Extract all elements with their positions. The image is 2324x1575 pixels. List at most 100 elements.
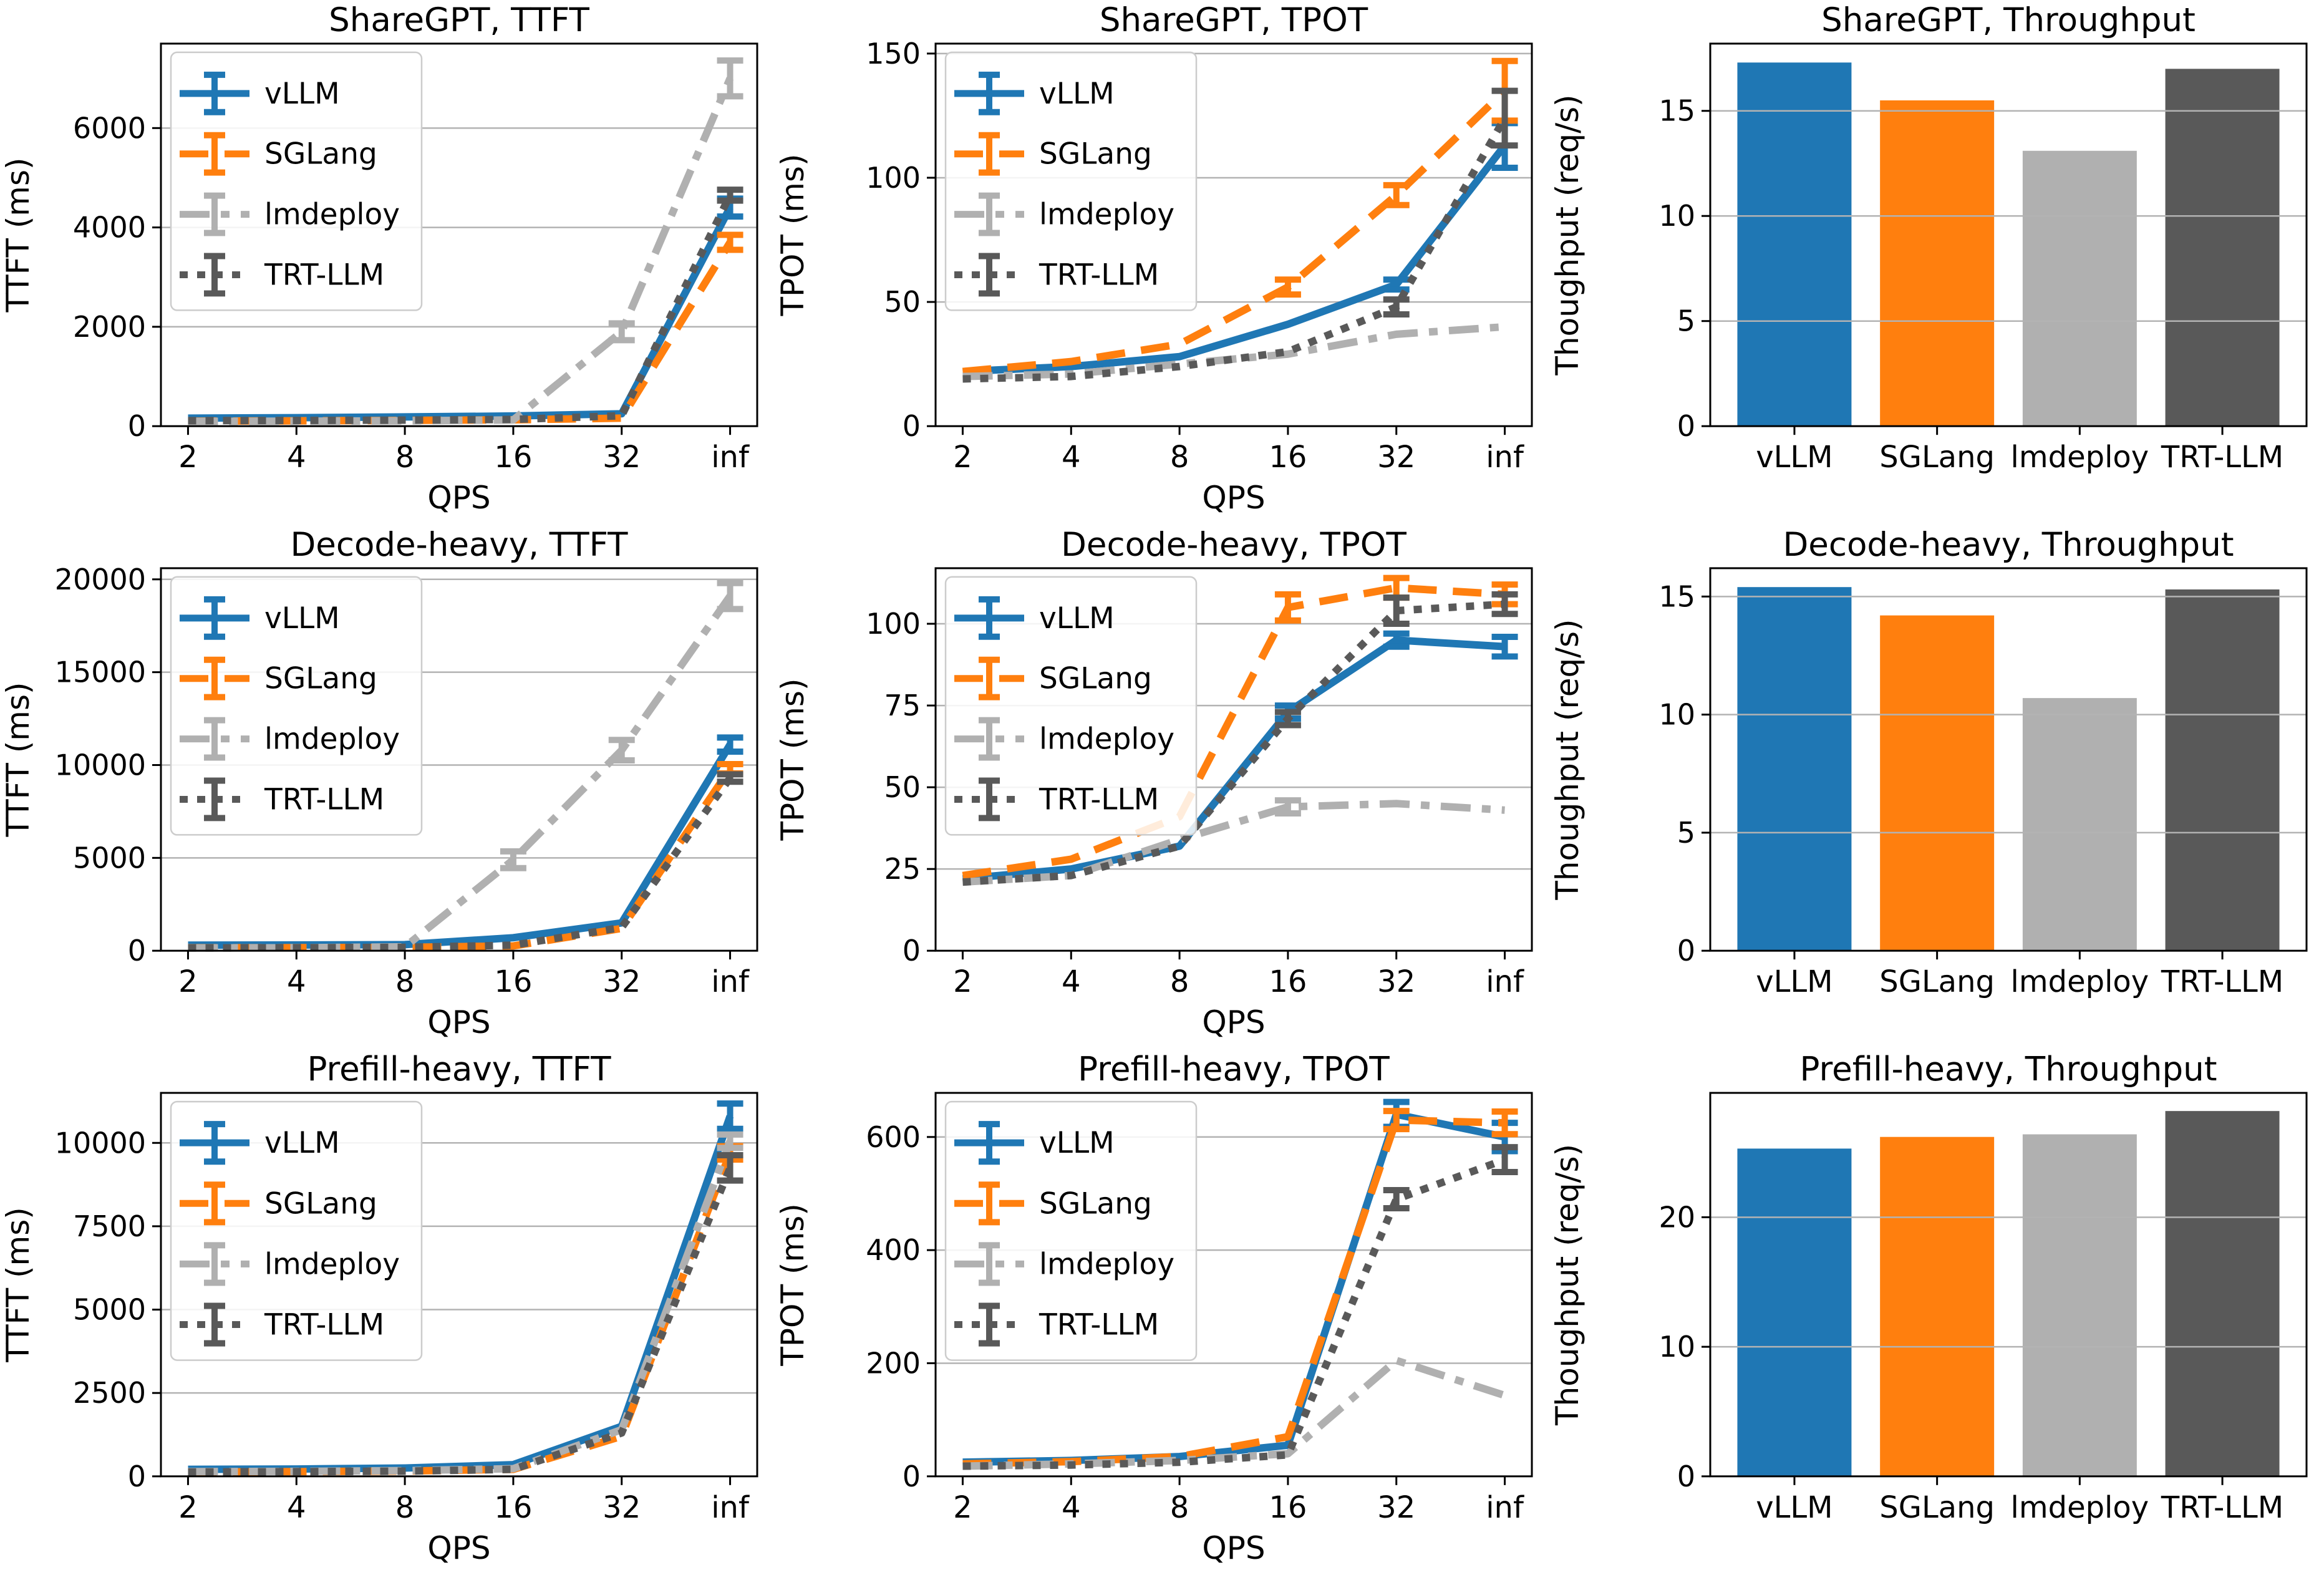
y-axis-label: TPOT (ms): [775, 1203, 811, 1366]
chart-prefill-heavy-ttft: 2 4 8 16 32 inf QPS vLLM SGLang lmdeploy TRT-LLM 0 2…: [0, 1049, 775, 1575]
legend-label: vLLM: [264, 1126, 340, 1160]
legend-label: TRT-LLM: [264, 1308, 384, 1342]
x-tick-label: 2: [953, 1490, 972, 1525]
legend-label: TRT-LLM: [1039, 1308, 1159, 1342]
x-axis-label: QPS: [427, 1004, 490, 1040]
y-tick-label: 20000: [55, 563, 146, 596]
chart-title: ShareGPT, TPOT: [1100, 1, 1368, 39]
series-line-TRT-LLM: [188, 193, 734, 425]
y-axis-label: Thoughput (req/s): [1549, 619, 1586, 900]
x-tick-label: 8: [1170, 964, 1189, 999]
y-tick-label: 0: [128, 1460, 146, 1493]
bar-lmdeploy: [2022, 1134, 2137, 1476]
x-tick-label: 32: [603, 440, 641, 475]
legend-label: vLLM: [1039, 601, 1115, 636]
y-tick-label: 0: [128, 934, 146, 967]
series-line-vLLM: [962, 636, 1505, 883]
chart-sharegpt-ttft: 2 4 8 16 32 inf QPS vLLM SGLang lmdeploy TRT-LLM 0 2…: [0, 0, 775, 525]
legend-label: SGLang: [264, 137, 377, 172]
x-tick-label: 16: [1269, 1490, 1307, 1525]
y-tick-label: 10000: [55, 1126, 146, 1160]
chart-decode-heavy-throughput: vLLM SGLang lmdeploy TRT-LLM 0 5 10 15 Decode-he…: [1549, 525, 2324, 1049]
x-tick-label: 16: [494, 440, 532, 475]
bar-TRT-LLM: [2165, 1111, 2280, 1476]
x-tick-label: inf: [711, 964, 750, 999]
y-tick-label: 10000: [55, 748, 146, 782]
x-tick-label: inf: [711, 440, 750, 475]
series-line-SGLang: [962, 584, 1505, 880]
x-tick-label: 16: [1269, 964, 1307, 999]
y-tick-label: 5000: [73, 1293, 146, 1327]
x-tick-label: 32: [603, 1490, 641, 1525]
legend-box: [944, 576, 1198, 836]
x-tick-label: 2: [178, 964, 198, 999]
x-tick-label: 4: [287, 964, 306, 999]
y-tick-label: 100: [866, 161, 921, 195]
bar-SGLang: [1880, 1136, 1995, 1476]
series-line-TRT-LLM: [188, 775, 734, 952]
y-tick-label: 5: [1677, 816, 1695, 850]
legend-label: SGLang: [1039, 1186, 1152, 1221]
y-tick-label: 5: [1677, 304, 1695, 338]
y-axis-label: TTFT (ms): [0, 158, 36, 313]
y-tick-label: 100: [866, 607, 921, 641]
legend-label: TRT-LLM: [264, 782, 384, 817]
y-tick-label: 75: [884, 689, 921, 722]
axes-frame: [1709, 42, 2308, 427]
bar-category-label: vLLM: [1756, 964, 1833, 999]
legend-label: vLLM: [1039, 1126, 1115, 1160]
x-tick-label: 2: [178, 440, 198, 475]
chart-title: Prefill-heavy, Throughput: [1800, 1050, 2217, 1088]
y-tick-label: 5000: [73, 841, 146, 875]
x-tick-label: 32: [603, 964, 641, 999]
chart-sharegpt-throughput: vLLM SGLang lmdeploy TRT-LLM 0 5 10 15 ShareGPT,…: [1549, 0, 2324, 525]
bar-category-label: vLLM: [1756, 440, 1833, 475]
chart-title: Decode-heavy, Throughput: [1783, 526, 2234, 564]
y-tick-label: 600: [866, 1120, 921, 1154]
x-tick-label: 16: [494, 1490, 532, 1525]
legend-label: vLLM: [1039, 77, 1115, 111]
x-tick-label: 2: [178, 1490, 198, 1525]
chart-decode-heavy-tpot: 2 4 8 16 32 inf QPS vLLM SGLang lmdeploy TRT-LLM 0 2…: [775, 525, 1549, 1049]
chart-title: Decode-heavy, TPOT: [1061, 526, 1407, 564]
legend-box: [170, 1100, 423, 1361]
legend-label: SGLang: [264, 1186, 377, 1221]
bar-category-label: vLLM: [1756, 1490, 1833, 1525]
x-tick-label: inf: [1486, 964, 1524, 999]
bar-TRT-LLM: [2165, 69, 2280, 427]
legend-label: SGLang: [1039, 137, 1152, 172]
legend-label: vLLM: [264, 77, 340, 111]
bar-SGLang: [1880, 615, 1995, 951]
chart-prefill-heavy-tpot: 2 4 8 16 32 inf QPS vLLM SGLang lmdeploy TRT-LLM 0 2…: [775, 1049, 1549, 1575]
legend-box: [944, 51, 1198, 311]
bar-category-label: TRT-LLM: [2161, 1490, 2283, 1525]
y-tick-label: 2000: [73, 310, 146, 344]
y-tick-label: 15000: [55, 656, 146, 689]
bar-category-label: TRT-LLM: [2161, 964, 2283, 999]
y-tick-label: 400: [866, 1233, 921, 1267]
y-axis-label: TPOT (ms): [775, 154, 811, 317]
x-tick-label: 32: [1377, 964, 1415, 999]
legend-label: lmdeploy: [1039, 722, 1174, 757]
series-line-TRT-LLM: [962, 1156, 1506, 1470]
y-tick-label: 0: [1677, 409, 1695, 443]
chart-sharegpt-tpot: 2 4 8 16 32 inf QPS vLLM SGLang lmdeploy TRT-LLM 0 5…: [775, 0, 1549, 525]
y-tick-label: 0: [903, 409, 921, 443]
legend-label: TRT-LLM: [264, 258, 384, 292]
chart-canvas: 2 4 8 16 32 inf QPS vLLM SGLang lmdeploy TRT-LLM 0 5…: [775, 1, 1533, 516]
x-tick-label: 4: [1062, 1490, 1081, 1525]
legend-label: TRT-LLM: [1039, 258, 1159, 292]
legend-label: lmdeploy: [264, 1247, 400, 1281]
legend-label: lmdeploy: [264, 198, 400, 232]
y-tick-label: 50: [884, 770, 921, 804]
legend-box: [170, 51, 423, 311]
legend-label: lmdeploy: [1039, 198, 1174, 232]
chart-title: Prefill-heavy, TPOT: [1078, 1050, 1390, 1088]
axes-frame: [160, 567, 758, 952]
chart-canvas: 2 4 8 16 32 inf QPS vLLM SGLang lmdeploy TRT-LLM 0 2…: [0, 1, 758, 516]
x-tick-label: 4: [287, 1490, 306, 1525]
series-line-SGLang: [962, 88, 1508, 376]
y-tick-label: 0: [128, 409, 146, 443]
y-axis-label: Thoughput (req/s): [1549, 1144, 1586, 1426]
bar-category-label: lmdeploy: [2011, 440, 2149, 475]
